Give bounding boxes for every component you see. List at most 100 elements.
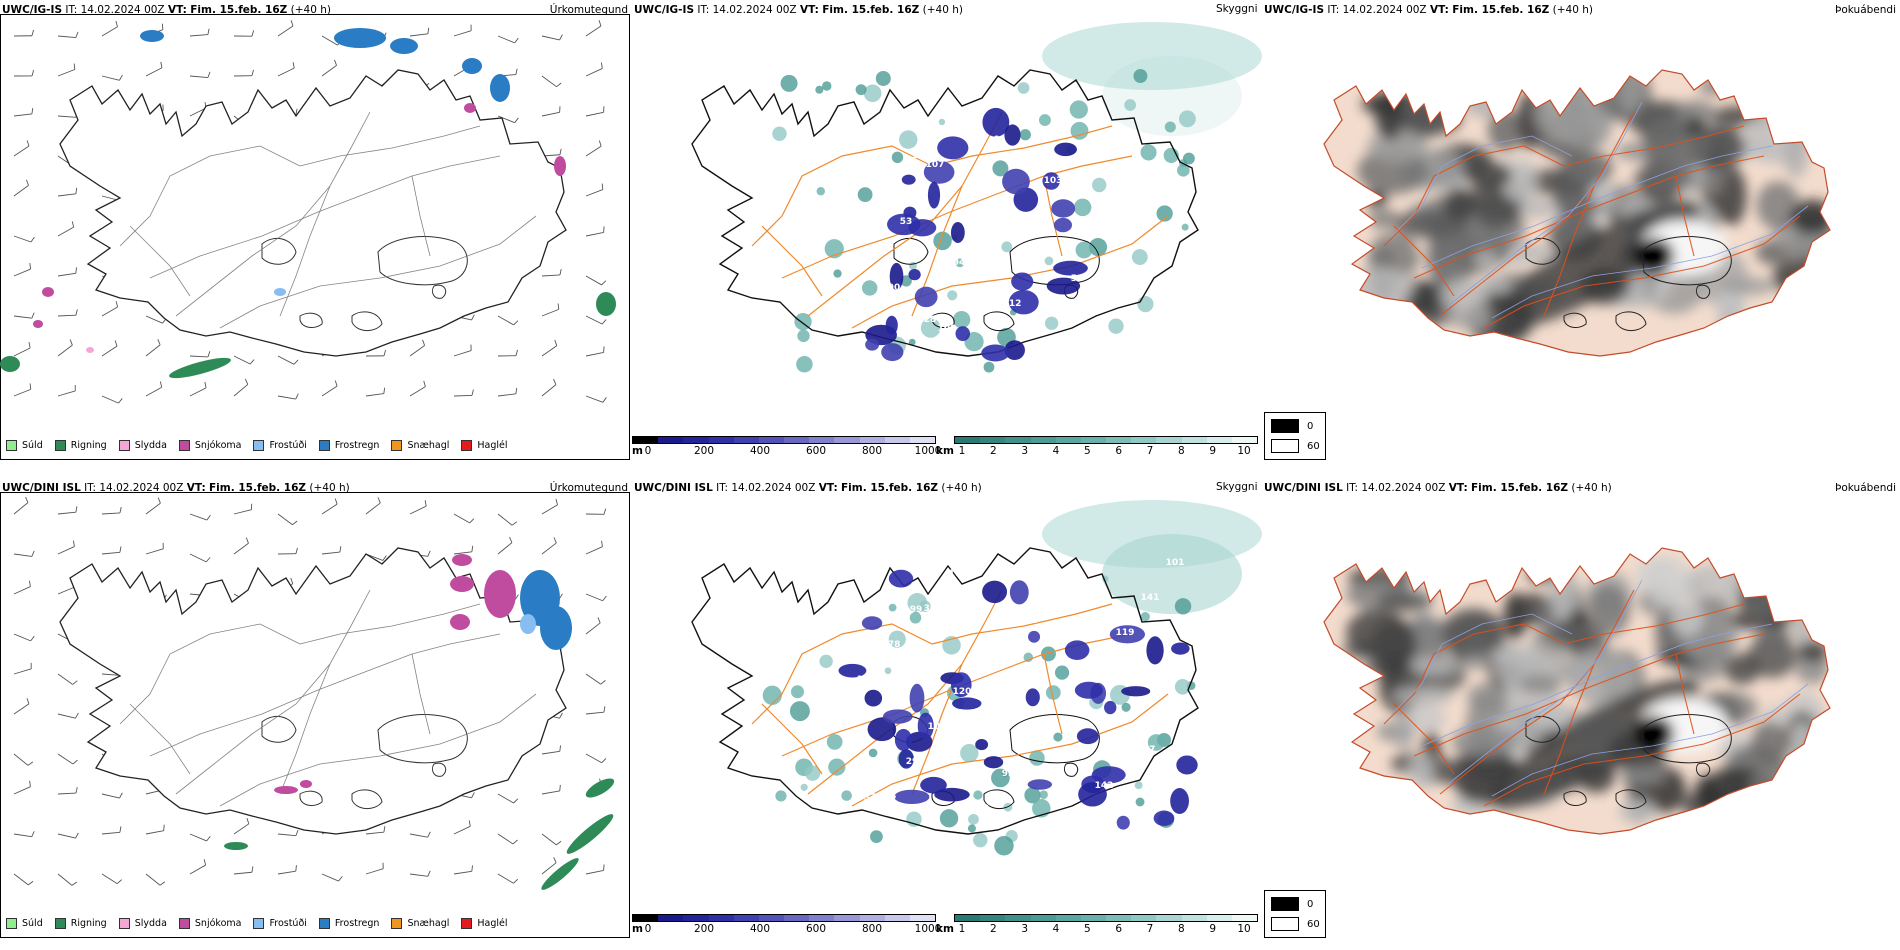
road-line: [1439, 111, 1635, 317]
wind-barb-flag: [292, 62, 295, 69]
model-name: UWC/IG-IS: [634, 4, 695, 16]
precip-legend-item: Rigning: [54, 439, 107, 451]
cloudbase-value-label: 96: [1018, 233, 1031, 243]
precip-legend-item: Rigning: [54, 917, 107, 929]
colorbar-cell: [809, 437, 835, 443]
river-line: [1447, 101, 1643, 307]
colorbar-cell: [784, 437, 810, 443]
glacier-outline: [983, 311, 1015, 331]
wind-barb: [453, 870, 472, 875]
visibility-patch: [1174, 679, 1191, 695]
wind-barb-flag: [556, 82, 562, 88]
wind-barb: [365, 393, 384, 397]
wind-barb: [101, 673, 120, 676]
wind-barb: [585, 232, 604, 237]
colorbar-cell: [834, 437, 860, 443]
wind-barb: [57, 115, 76, 118]
precip-legend-label: Haglél: [477, 917, 508, 929]
colorbar-cell: [1055, 437, 1081, 443]
fog-index-blob: [1789, 720, 1815, 767]
wind-barb: [57, 792, 76, 795]
visibility-patch: [797, 329, 810, 343]
wind-barb: [13, 113, 32, 117]
road-line: [299, 125, 481, 167]
glacier-outline: [983, 789, 1015, 809]
glacier-outline: [1063, 762, 1079, 777]
wind-barb: [585, 111, 604, 117]
wind-barb: [13, 553, 32, 557]
iceland-base: [1323, 69, 1831, 357]
cloudbase-value-label: 101: [1166, 558, 1185, 568]
fog-swatch: [1271, 419, 1299, 433]
wind-barb: [541, 862, 557, 875]
visibility-patch: [1039, 114, 1051, 126]
wind-barb: [321, 503, 338, 515]
visibility-patch: [868, 748, 878, 758]
fog-index-blob: [1489, 678, 1699, 810]
visibility-patch: [1053, 732, 1063, 742]
road-line: [1383, 145, 1565, 247]
visibility-map[interactable]: 533 353 62 339 257 375 175 233 122 157 29 12 16 119 15…: [632, 494, 1262, 914]
colorbar-tick: 200: [693, 923, 715, 935]
wind-barb: [189, 833, 207, 842]
precip-swatch: [391, 439, 403, 451]
colorbar-cell: [980, 437, 1006, 443]
precip-type-map[interactable]: [0, 494, 630, 914]
cloudbase-value-label: 112: [1003, 299, 1022, 309]
wind-barb: [57, 314, 77, 317]
cloudbase-value-label: 175: [1070, 816, 1089, 826]
wind-barb: [497, 315, 514, 326]
fog-map[interactable]: [1264, 16, 1894, 436]
visibility-patch: [973, 790, 983, 800]
wind-barb-flag: [75, 187, 78, 194]
fog-index-blob: [1789, 570, 1816, 595]
wind-barb-flag: [295, 108, 298, 115]
wind-barb-flag: [338, 876, 343, 882]
precip-swatch: [118, 917, 130, 929]
wind-barb: [57, 344, 73, 357]
colorbar-cell: [1030, 437, 1056, 443]
cloudbase-area: [1146, 636, 1164, 665]
cloudbase-value-label: 125: [1056, 340, 1075, 350]
wind-barb-flag: [602, 397, 607, 403]
cloudbase-area: [1176, 755, 1198, 775]
precip-legend-label: Frostúði: [269, 439, 307, 451]
fog-index-blob: [1392, 687, 1454, 706]
fog-index-blob: [1467, 683, 1507, 714]
wind-barb-flag: [71, 881, 78, 886]
visibility-patch: [841, 790, 852, 801]
cloudbase-area: [917, 712, 934, 740]
cloudbase-area: [1104, 700, 1117, 715]
wind-barb: [541, 750, 560, 755]
visibility-patch: [1108, 318, 1124, 334]
wind-barb: [57, 193, 76, 197]
wind-barb: [585, 145, 602, 157]
precip-area: [585, 778, 615, 798]
cloudbase-unit: m: [632, 923, 643, 935]
cloudbase-value-label: 175: [949, 569, 968, 579]
precip-legend-item: Frostregn: [318, 917, 379, 929]
cloudbase-area: [923, 160, 955, 184]
wind-barb: [277, 355, 295, 365]
cloudbase-value-label: 141: [1141, 593, 1160, 603]
colorbar-cell: [909, 915, 936, 921]
fog-index-blob: [1518, 674, 1563, 694]
cloudbase-value-label: 107: [926, 160, 945, 170]
visibility-patch: [1140, 144, 1157, 161]
wind-barb-flag: [75, 31, 79, 38]
wind-barb: [145, 548, 164, 555]
fog-map[interactable]: [1264, 494, 1894, 914]
wind-barb: [497, 35, 515, 44]
precip-type-map[interactable]: [0, 16, 630, 436]
cloudbase-area: [937, 136, 969, 160]
wind-barb-flag: [295, 547, 298, 554]
glacier-outline: [1615, 789, 1647, 809]
visibility-map[interactable]: 70 107 61 89 90 109 91 103 53 94 112 125 16 890 96 52 28: [632, 16, 1262, 436]
precip-legend-label: Haglél: [477, 439, 508, 451]
fog-swatch: [1271, 897, 1299, 911]
lead-time: (+40 h): [941, 482, 982, 494]
model-name: UWC/DINI ISL: [2, 482, 81, 494]
precip-legend-label: Súld: [22, 439, 43, 451]
colorbar-cell: [708, 437, 734, 443]
road-line: [761, 225, 823, 297]
